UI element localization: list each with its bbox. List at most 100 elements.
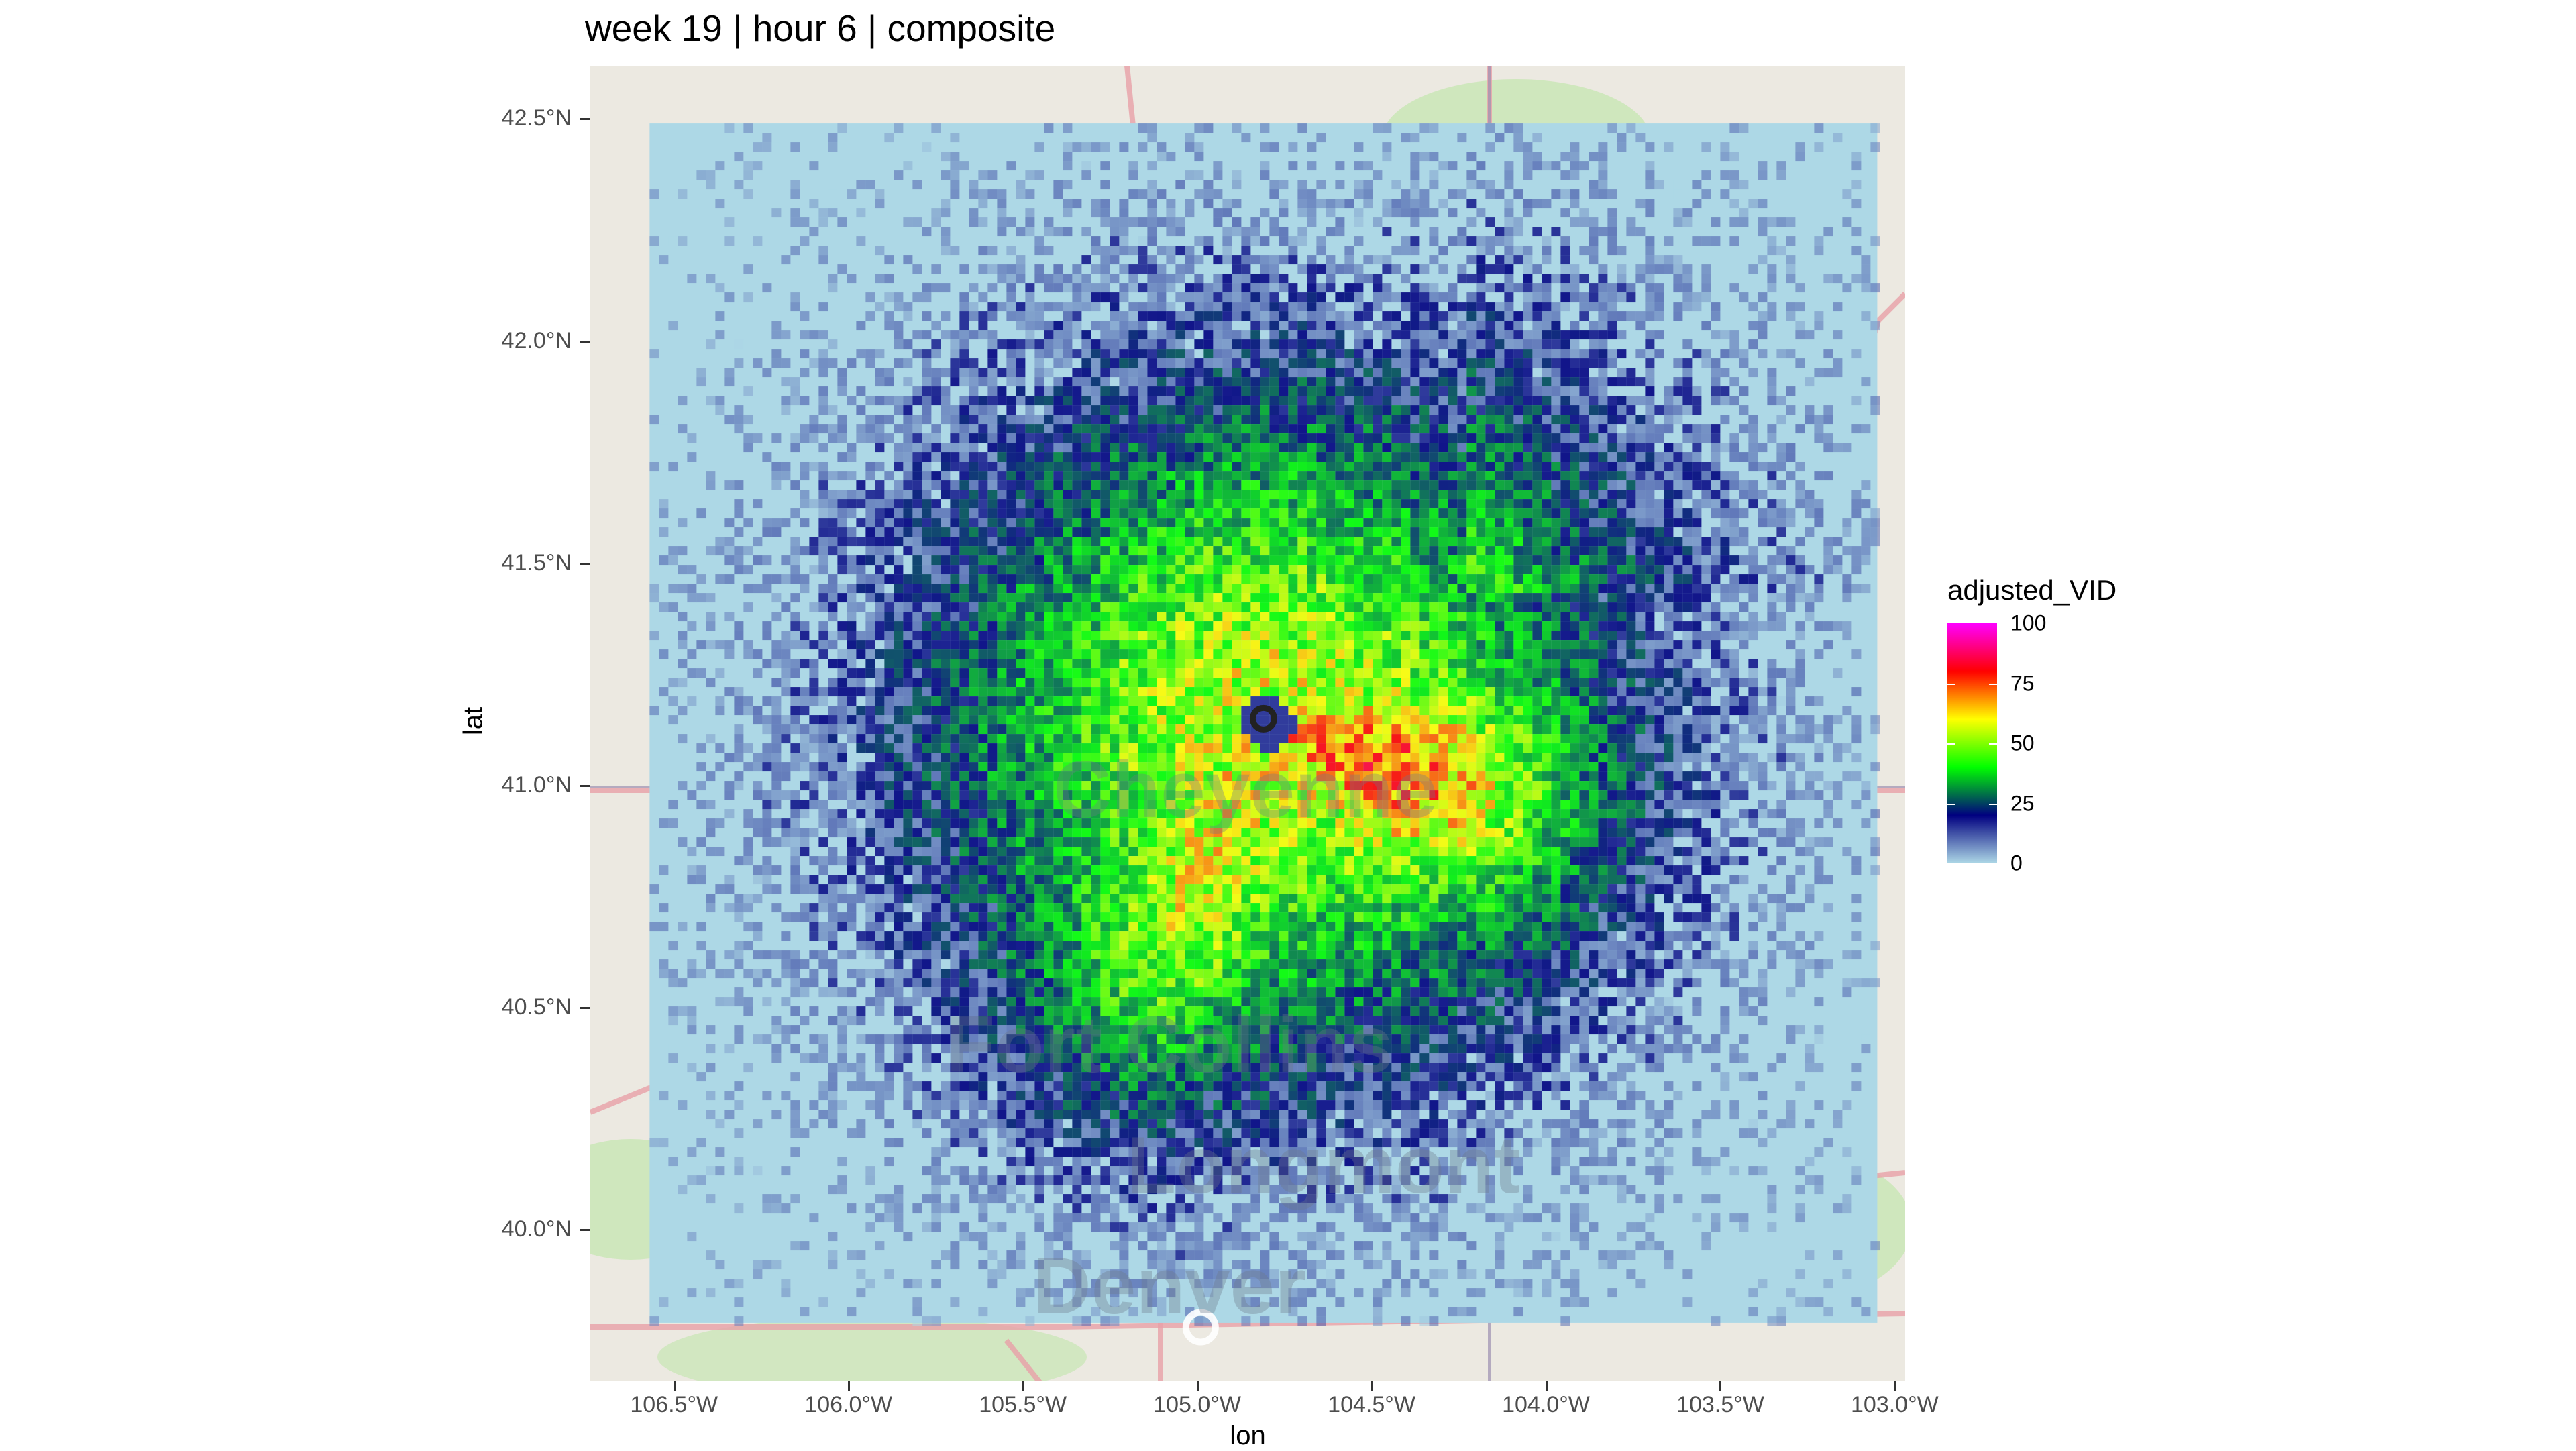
radar-cell — [1805, 499, 1814, 508]
radar-cell — [1795, 631, 1805, 640]
radar-cell — [1016, 659, 1025, 668]
radar-cell — [1147, 612, 1157, 621]
radar-cell — [931, 368, 941, 377]
radar-cell — [828, 518, 837, 527]
radar-cell — [1711, 640, 1720, 649]
radar-cell — [1438, 518, 1448, 527]
radar-cell — [1194, 602, 1203, 612]
radar-cell — [1523, 274, 1532, 283]
radar-cell — [1551, 227, 1560, 236]
radar-cell — [1373, 584, 1382, 593]
radar-cell — [1166, 433, 1175, 443]
radar-cell — [1607, 480, 1617, 490]
radar-cell — [1185, 462, 1194, 471]
radar-cell — [1279, 358, 1288, 368]
radar-cell — [1363, 189, 1373, 199]
radar-cell — [1241, 452, 1250, 462]
radar-cell — [1532, 415, 1542, 424]
radar-cell — [1297, 405, 1307, 415]
radar-cell — [1466, 274, 1476, 283]
radar-cell — [1711, 555, 1720, 565]
radar-cell — [1570, 321, 1579, 330]
radar-cell — [1354, 161, 1363, 170]
radar-cell — [771, 433, 781, 443]
radar-cell — [734, 555, 743, 565]
radar-cell — [1044, 443, 1053, 452]
map-panel[interactable]: Cheyenne Fort Collins Longmont Denver — [590, 66, 1905, 1381]
radar-cell — [950, 631, 959, 640]
radar-cell — [1063, 593, 1072, 602]
radar-cell — [1523, 199, 1532, 208]
radar-cell — [668, 584, 678, 593]
radar-cell — [1175, 649, 1185, 659]
radar-cell — [1626, 584, 1635, 593]
radar-cell — [865, 433, 875, 443]
radar-cell — [1748, 480, 1758, 490]
radar-cell — [1861, 555, 1870, 565]
radar-cell — [1250, 546, 1260, 555]
radar-cell — [1110, 339, 1119, 349]
radar-cell — [781, 555, 790, 565]
radar-cell — [1053, 189, 1063, 199]
radar-cell — [724, 292, 734, 302]
radar-cell — [724, 480, 734, 490]
radar-cell — [1335, 546, 1344, 555]
radar-cell — [1138, 593, 1147, 602]
radar-cell — [1391, 678, 1401, 687]
radar-cell — [1429, 508, 1438, 518]
radar-cell — [1870, 508, 1880, 518]
radar-cell — [1410, 678, 1419, 687]
radar-cell — [1645, 339, 1654, 349]
radar-cell — [1053, 274, 1063, 283]
radar-cell — [1758, 199, 1767, 208]
radar-cell — [1128, 443, 1138, 452]
radar-cell — [1419, 593, 1429, 602]
radar-cell — [1203, 189, 1213, 199]
radar-cell — [1814, 471, 1823, 480]
radar-cell — [1157, 508, 1166, 518]
radar-cell — [912, 602, 922, 612]
radar-cell — [1373, 527, 1382, 537]
radar-cell — [809, 161, 818, 170]
radar-cell — [1523, 659, 1532, 668]
radar-cell — [1147, 208, 1157, 217]
radar-cell — [1485, 311, 1495, 321]
radar-cell — [1466, 480, 1476, 490]
radar-cell — [1485, 565, 1495, 574]
radar-cell — [1382, 142, 1391, 152]
radar-cell — [1034, 433, 1044, 443]
radar-cell — [1147, 368, 1157, 377]
radar-cell — [1110, 321, 1119, 330]
radar-cell — [1551, 621, 1560, 631]
radar-cell — [1185, 283, 1194, 292]
radar-cell — [1222, 602, 1232, 612]
radar-cell — [781, 640, 790, 649]
radar-cell — [1222, 462, 1232, 471]
radar-cell — [856, 236, 865, 246]
radar-cell — [1194, 396, 1203, 405]
radar-cell — [978, 631, 987, 640]
radar-cell — [1232, 424, 1241, 433]
radar-cell — [1185, 302, 1194, 311]
radar-cell — [1335, 443, 1344, 452]
radar-cell — [1344, 480, 1354, 490]
radar-cell — [1025, 443, 1034, 452]
radar-cell — [997, 668, 1006, 678]
radar-cell — [1128, 480, 1138, 490]
radar-cell — [1034, 508, 1044, 518]
radar-cell — [1025, 659, 1034, 668]
radar-cell — [1457, 189, 1466, 199]
radar-cell — [1758, 508, 1767, 518]
radar-cell — [1560, 668, 1570, 678]
radar-cell — [1532, 584, 1542, 593]
radar-cell — [1673, 311, 1682, 321]
radar-cell — [1119, 584, 1128, 593]
radar-cell — [1748, 612, 1758, 621]
radar-cell — [1166, 508, 1175, 518]
radar-cell — [1279, 199, 1288, 208]
radar-cell — [1645, 621, 1654, 631]
radar-cell — [1232, 584, 1241, 593]
radar-cell — [781, 668, 790, 678]
radar-cell — [1748, 631, 1758, 640]
radar-cell — [875, 593, 884, 602]
